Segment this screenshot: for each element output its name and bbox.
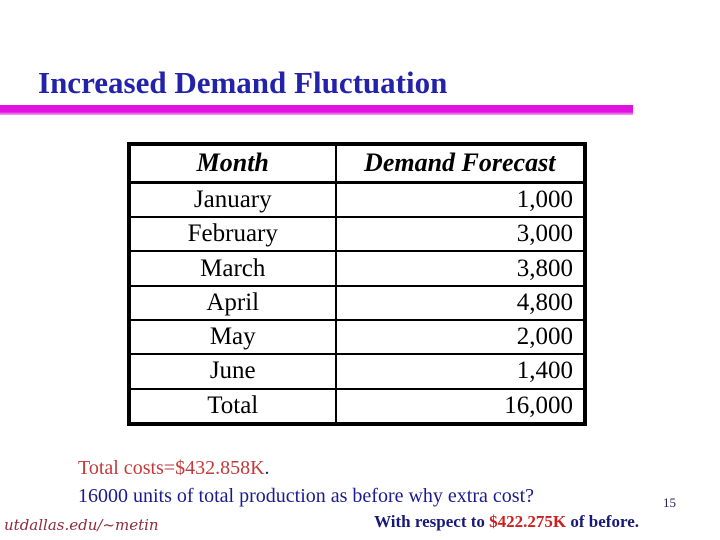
footer-amount: $422.275K xyxy=(489,512,567,531)
table-row: March 3,800 xyxy=(128,250,586,287)
table-row: January 1,000 xyxy=(128,181,586,219)
month-cell: April xyxy=(128,284,337,321)
footer-url: utdallas.edu/~metin xyxy=(4,516,159,534)
total-costs-line: Total costs=$432.858K. xyxy=(78,457,270,480)
forecast-cell: 4,800 xyxy=(334,284,586,321)
total-costs-value: Total costs=$432.858K xyxy=(78,457,265,479)
month-cell: May xyxy=(128,318,337,356)
table-row: April 4,800 xyxy=(128,284,586,321)
month-cell: February xyxy=(128,216,337,253)
footer-suffix: of before. xyxy=(566,512,639,531)
forecast-cell: 1,000 xyxy=(334,181,586,219)
table-row: February 3,000 xyxy=(128,216,586,253)
production-question-line: 16000 units of total production as befor… xyxy=(78,485,534,507)
title-underline-bar xyxy=(0,105,633,115)
footer-comparison-note: With respect to $422.275K of before. xyxy=(374,512,639,532)
month-cell: March xyxy=(128,250,337,287)
page-title: Increased Demand Fluctuation xyxy=(38,65,448,100)
month-cell: Total xyxy=(128,387,337,425)
page-number: 15 xyxy=(663,495,676,510)
table-row: June 1,400 xyxy=(128,353,586,390)
total-costs-period: . xyxy=(264,457,270,479)
forecast-cell: 1,400 xyxy=(334,353,586,390)
month-cell: June xyxy=(128,353,337,390)
table-row-total: Total 16,000 xyxy=(128,387,586,425)
footer-prefix: With respect to xyxy=(374,512,490,531)
column-header-forecast: Demand Forecast xyxy=(334,143,586,184)
forecast-cell: 3,000 xyxy=(334,216,586,253)
demand-forecast-table: Month Demand Forecast January 1,000 Febr… xyxy=(127,142,587,426)
forecast-cell: 16,000 xyxy=(334,387,586,425)
table-row: May 2,000 xyxy=(128,318,586,356)
month-cell: January xyxy=(128,181,337,219)
column-header-month: Month xyxy=(128,143,337,184)
forecast-cell: 3,800 xyxy=(334,250,586,287)
table-header-row: Month Demand Forecast xyxy=(128,143,586,184)
forecast-cell: 2,000 xyxy=(334,318,586,356)
